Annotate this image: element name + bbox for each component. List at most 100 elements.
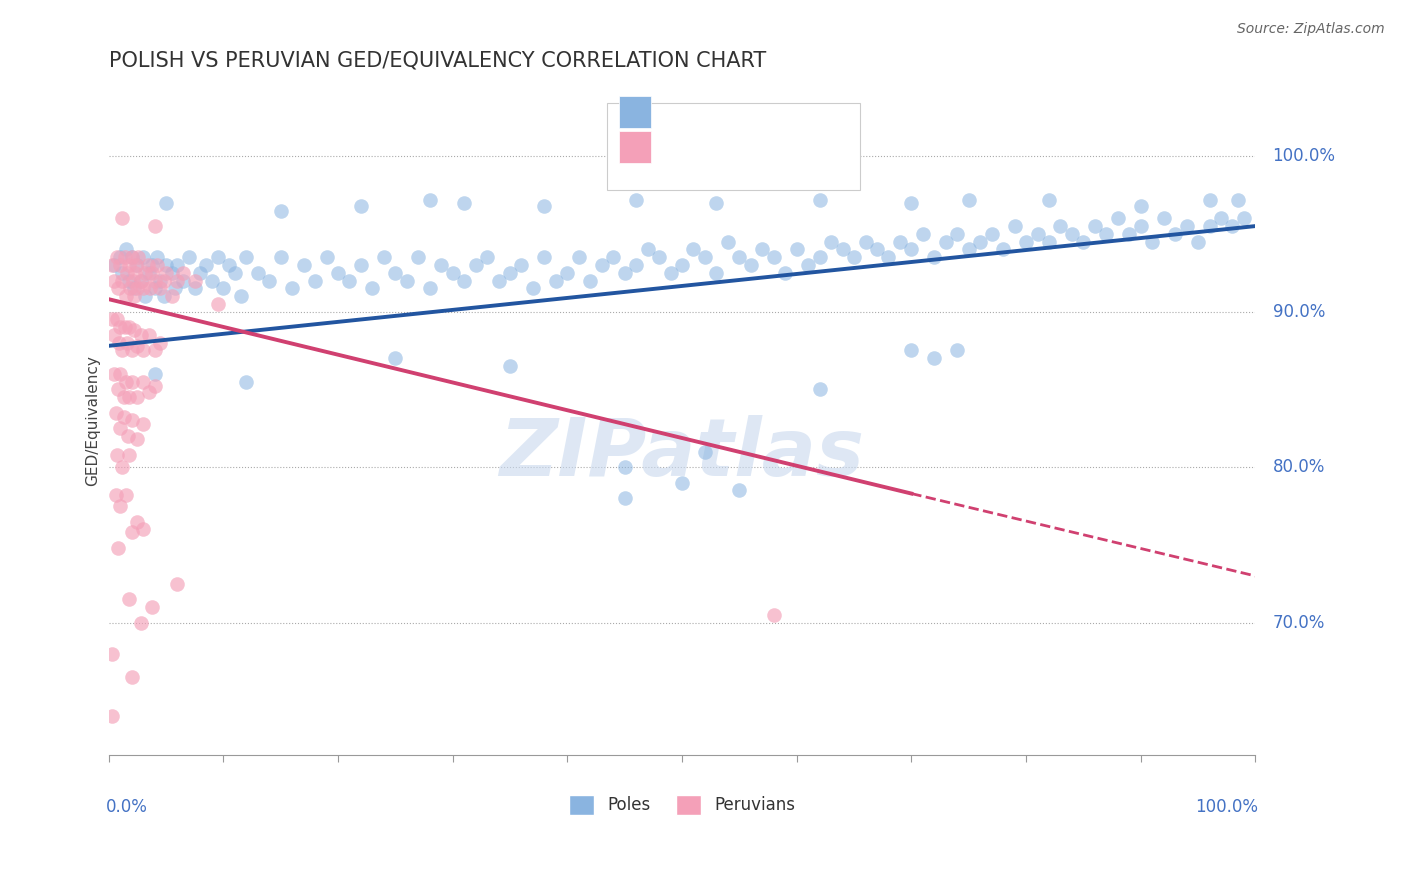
Point [149,335,172,350]
Point [218,258,240,272]
Point [453,195,475,210]
Point [637,243,659,257]
Point [160,266,183,280]
Point [152,289,174,303]
Point [134,289,156,303]
Point [143,219,166,233]
Point [911,227,934,241]
Point [108,499,131,513]
Point [453,273,475,287]
Point [118,390,141,404]
Point [613,266,636,280]
Point [602,250,624,264]
Point [544,273,567,287]
Point [201,273,224,287]
Point [924,250,946,264]
Point [112,410,135,425]
Point [671,258,693,272]
Point [118,448,141,462]
Point [105,312,128,326]
Point [808,383,831,397]
Point [808,193,831,207]
Point [419,193,441,207]
Point [488,273,510,287]
Point [706,195,728,210]
Point [136,258,159,272]
Point [935,235,957,249]
Point [246,266,269,280]
Point [121,250,143,264]
Point [166,258,188,272]
Point [149,273,172,287]
Point [855,235,877,249]
Point [118,273,141,287]
Point [104,488,127,502]
Text: N =: N = [768,103,804,121]
Point [682,243,704,257]
Point [166,576,188,591]
Point [121,273,143,287]
Point [195,258,218,272]
Point [118,258,141,272]
Point [108,367,131,381]
Point [141,600,163,615]
Point [866,243,889,257]
Point [624,193,647,207]
Point [172,273,194,287]
Point [579,273,602,287]
Point [924,351,946,366]
Point [160,289,183,303]
Point [557,266,579,280]
Point [624,258,647,272]
Point [659,266,682,280]
Point [384,351,406,366]
Point [946,343,969,358]
Point [499,266,522,280]
Text: Source: ZipAtlas.com: Source: ZipAtlas.com [1237,22,1385,37]
Point [138,327,160,342]
Text: 0.299: 0.299 [709,103,761,121]
Point [281,281,304,295]
Point [127,390,149,404]
Point [172,266,194,280]
Point [122,323,145,337]
Y-axis label: GED/Equivalency: GED/Equivalency [86,355,100,486]
Point [141,266,163,280]
Text: POLISH VS PERUVIAN GED/EQUIVALENCY CORRELATION CHART: POLISH VS PERUVIAN GED/EQUIVALENCY CORRE… [108,51,766,70]
Point [132,417,155,431]
Text: -0.148: -0.148 [709,138,768,156]
Point [118,592,141,607]
Point [108,320,131,334]
Point [1026,227,1049,241]
Point [693,444,716,458]
Point [773,266,796,280]
Point [105,448,128,462]
Point [101,647,124,661]
Point [127,258,149,272]
Point [127,281,149,295]
Point [190,266,212,280]
Point [751,243,773,257]
Point [165,281,187,295]
Point [108,250,131,264]
Point [132,522,155,536]
Point [143,367,166,381]
Point [808,250,831,264]
Point [522,281,544,295]
Point [224,266,246,280]
Point [138,385,160,400]
Point [134,266,156,280]
Point [270,250,292,264]
Point [111,211,134,226]
Text: ZIPatlas: ZIPatlas [499,415,865,493]
Point [419,281,441,295]
Point [111,343,134,358]
Text: 90.0%: 90.0% [1272,302,1324,320]
Point [183,273,205,287]
Text: N =: N = [768,138,804,156]
Point [138,266,160,280]
Point [969,235,991,249]
FancyBboxPatch shape [619,96,651,128]
Point [613,460,636,475]
Point [568,250,591,264]
